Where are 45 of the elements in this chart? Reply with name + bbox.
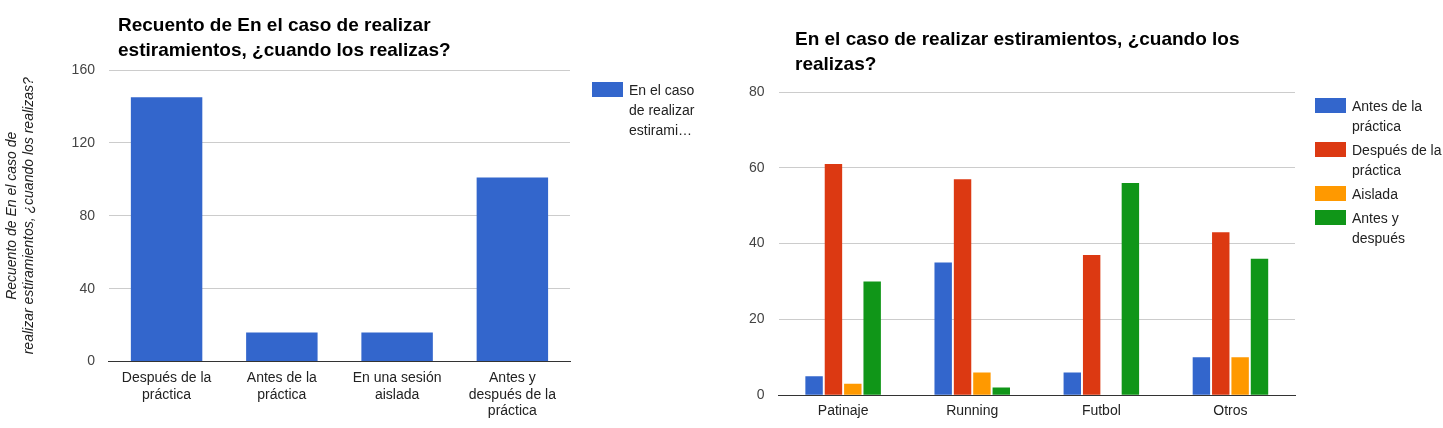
y-tick-label: 80 <box>79 206 96 223</box>
x-tick-label: En una sesión aislada <box>352 368 442 402</box>
y-tick-label: 0 <box>87 352 96 369</box>
legend-label: En el caso de realizar estirami… <box>629 81 696 140</box>
legend-label: Aislada <box>1352 185 1398 204</box>
x-tick-label: Antes y después de la práctica <box>468 368 557 419</box>
bar <box>844 383 862 395</box>
bar <box>1063 372 1082 395</box>
x-tick-label: Running <box>946 402 999 419</box>
x-tick-label: Futbol <box>1081 402 1121 419</box>
chart-title: En el caso de realizar estiramientos, ¿cuando los realizas? <box>795 27 1241 76</box>
bar <box>824 164 843 395</box>
legend-label: Después de la práctica <box>1352 141 1443 180</box>
x-tick-label: Antes de la práctica <box>246 368 318 402</box>
bar <box>130 97 203 362</box>
bar <box>805 376 823 395</box>
bar <box>934 262 952 395</box>
bar <box>1212 232 1230 395</box>
x-tick-label: Después de la práctica <box>121 368 212 402</box>
legend-label: Antes y después <box>1352 209 1406 248</box>
chart-title: Recuento de En el caso de realizar estiramientos, ¿cuando los realizas? <box>118 13 452 62</box>
y-tick-label: 160 <box>71 60 96 77</box>
bar <box>361 332 433 362</box>
bar <box>246 332 318 362</box>
x-tick-label: Patinaje <box>817 402 869 419</box>
y-tick-label: 40 <box>79 279 96 296</box>
x-tick-label: Otros <box>1213 402 1248 419</box>
y-tick-label: 120 <box>71 133 96 150</box>
bar <box>973 372 991 395</box>
y-tick-label: 40 <box>748 234 765 251</box>
legend-label: Antes de la práctica <box>1352 97 1424 136</box>
bar <box>1231 357 1249 395</box>
bar <box>1082 254 1101 395</box>
bar <box>992 387 1010 395</box>
bar <box>1192 357 1211 395</box>
bar <box>1250 258 1269 395</box>
y-tick-label: 20 <box>748 310 765 327</box>
bar <box>863 281 881 395</box>
bar <box>476 177 549 362</box>
bar <box>1121 182 1140 395</box>
bar <box>953 179 972 395</box>
y-axis-title: Recuento de En el caso de realizar estiramientos, ¿cuando los realizas? <box>3 77 37 355</box>
y-tick-label: 80 <box>748 82 765 99</box>
y-tick-label: 60 <box>748 158 765 175</box>
y-tick-label: 0 <box>756 386 765 403</box>
